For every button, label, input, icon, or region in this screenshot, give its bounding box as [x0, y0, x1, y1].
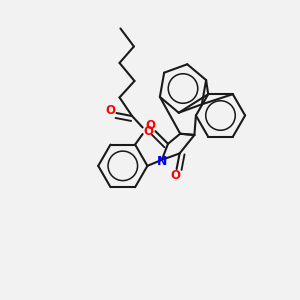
Text: O: O — [143, 124, 153, 138]
Text: O: O — [106, 103, 116, 117]
Text: O: O — [170, 169, 180, 182]
Text: N: N — [157, 155, 167, 168]
Text: O: O — [145, 119, 155, 132]
